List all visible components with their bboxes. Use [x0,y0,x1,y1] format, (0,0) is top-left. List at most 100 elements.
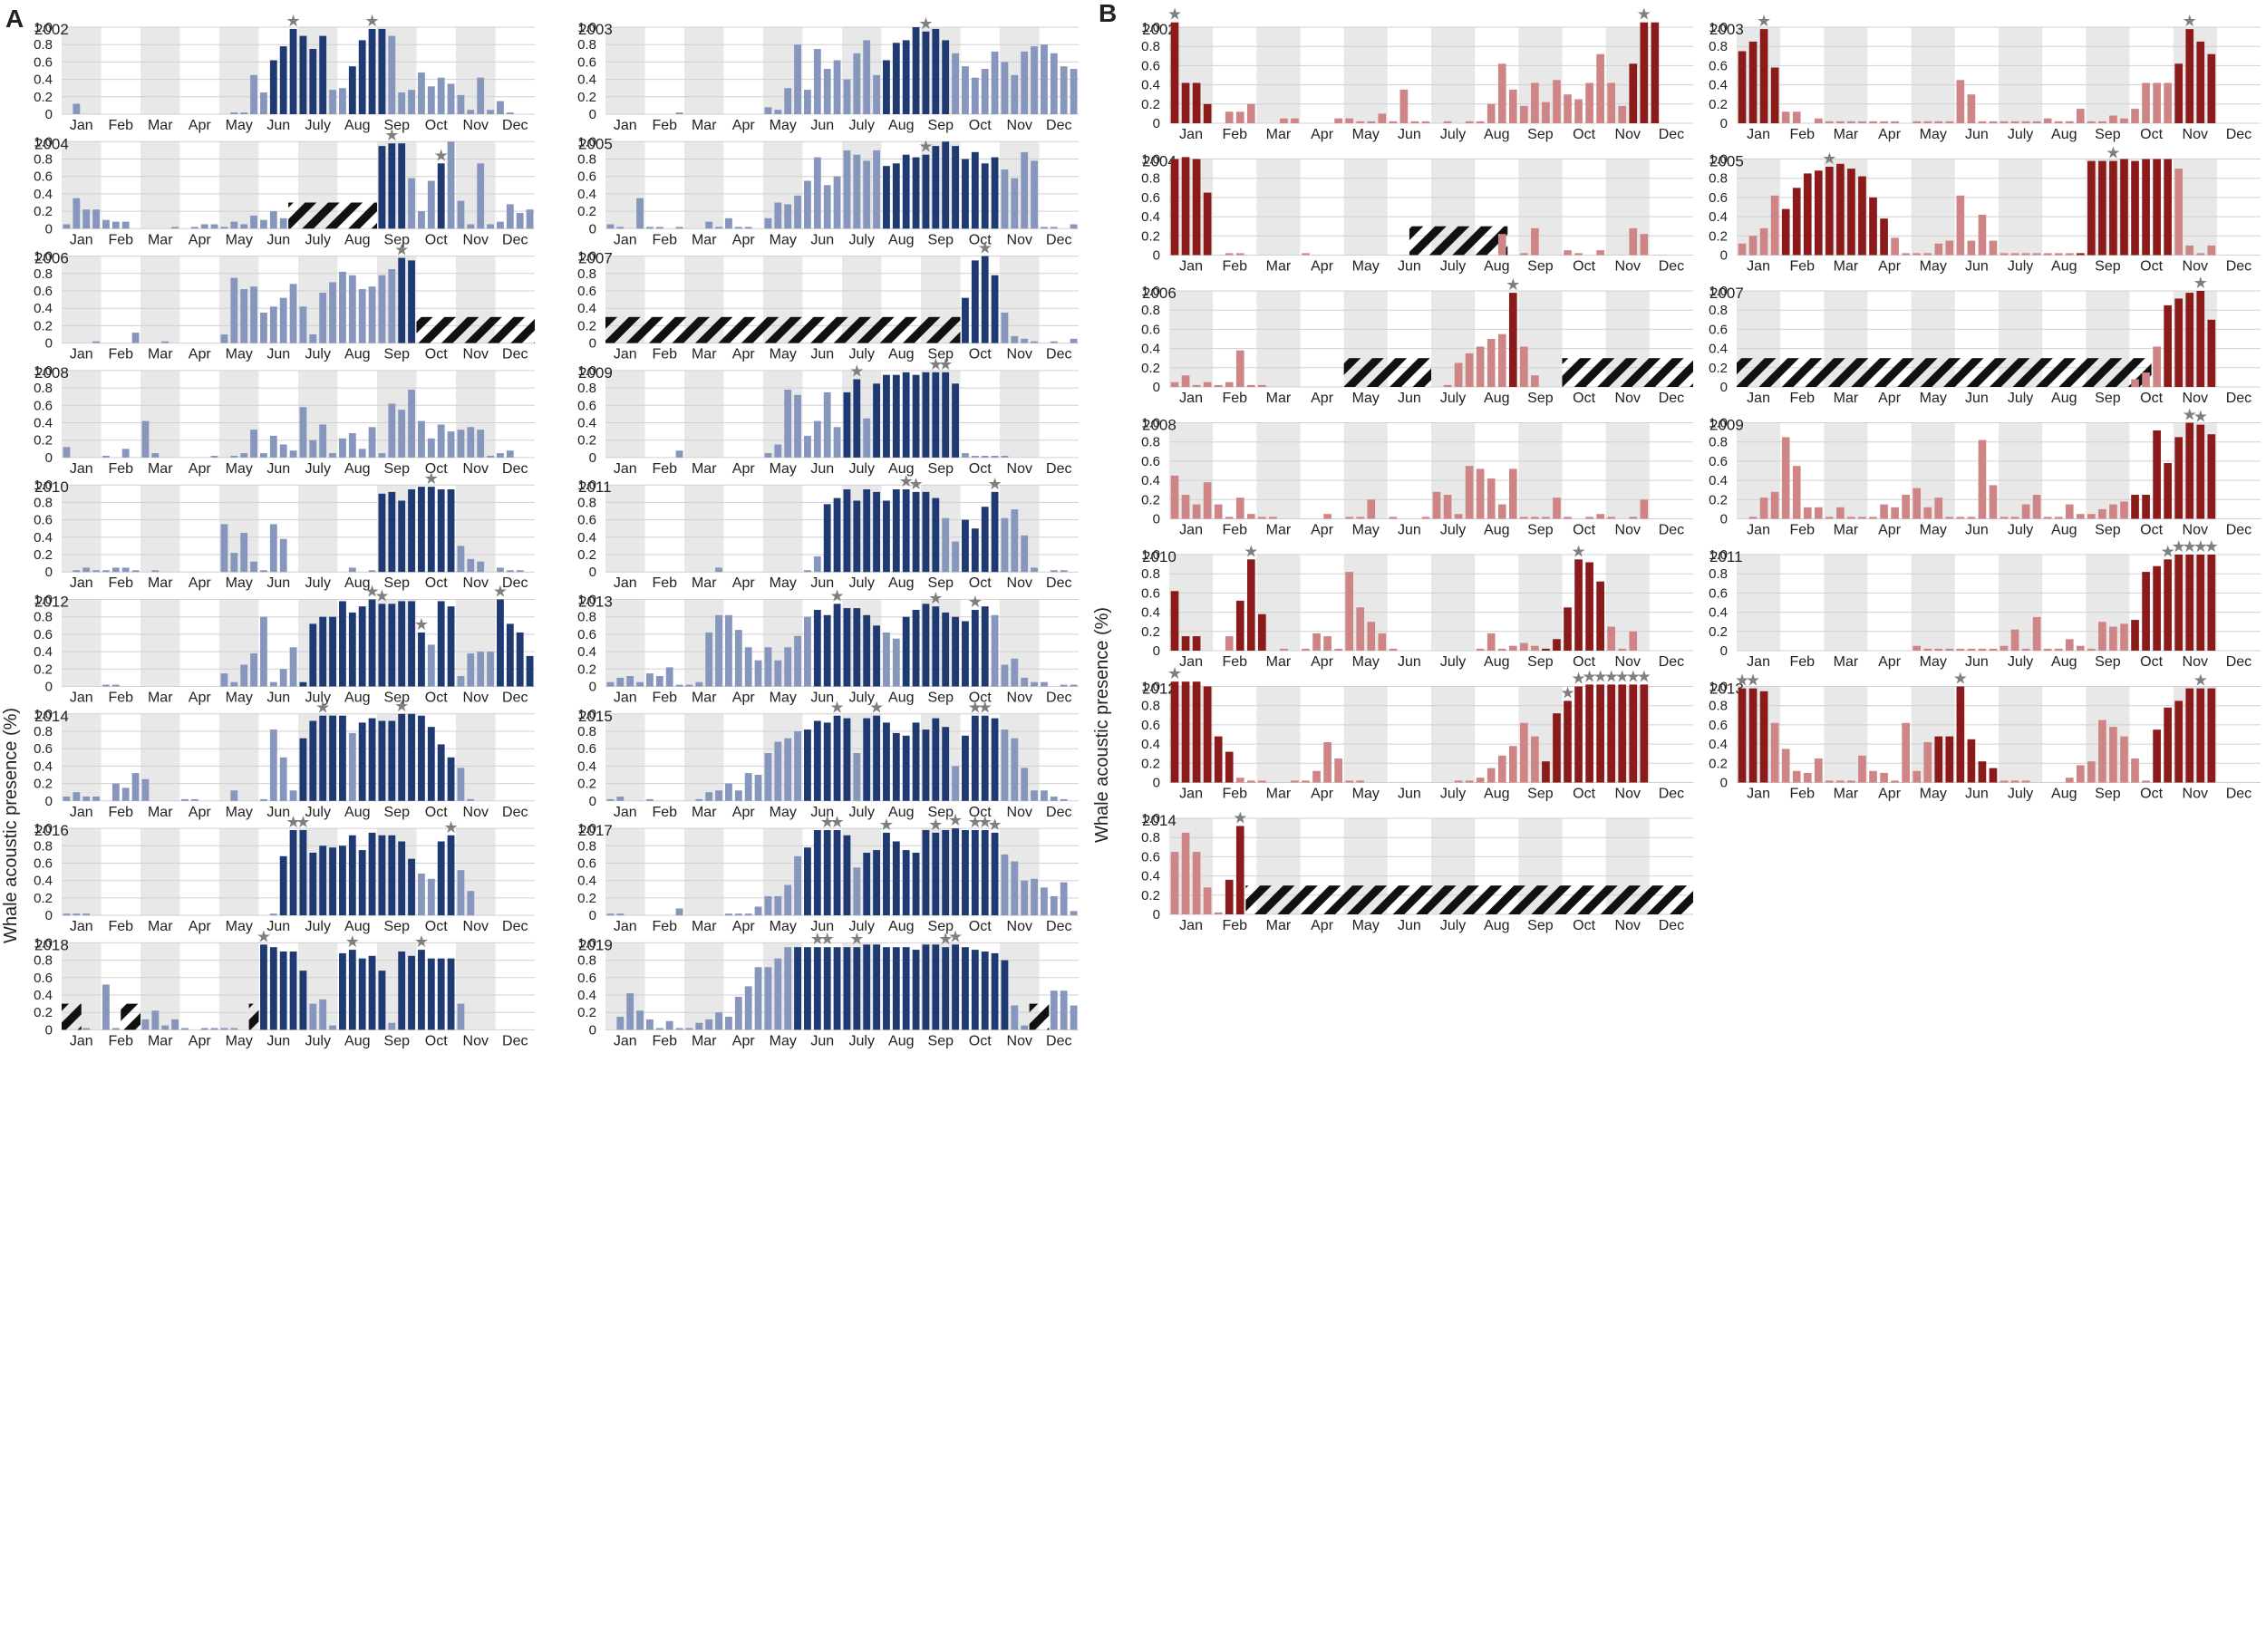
bar [1170,159,1179,256]
significance-star: ★ [1167,664,1182,682]
y-tick-label: 0.2 [1141,228,1160,244]
bar [774,202,782,229]
bar [2131,109,2139,123]
month-label: Nov [463,575,489,591]
bar [2032,616,2041,651]
month-label: Apr [732,347,756,362]
bar [1486,478,1496,519]
month-label: Jan [1179,391,1203,406]
month-label: Aug [2051,391,2077,406]
bar [457,675,465,687]
significance-star: ★ [928,589,943,607]
bar [1001,62,1009,114]
bar [863,718,871,801]
bar [2087,160,2096,256]
bar [279,46,287,115]
bar [981,606,989,687]
bar [299,971,307,1030]
bar [1432,491,1441,519]
month-shade [684,713,724,801]
significance-star: ★ [1637,667,1651,685]
bar [2174,555,2184,651]
month-label: July [2008,787,2033,802]
month-shade [605,828,645,916]
bar [863,614,871,687]
bar [764,217,772,229]
month-shade [62,27,102,114]
bar [447,835,455,916]
month-shade [763,485,803,573]
month-shade [1431,555,1476,651]
bar [646,798,654,801]
bar [794,394,801,458]
bar [398,841,406,916]
month-label: Jan [70,575,93,591]
month-label: Dec [1659,259,1684,275]
y-tick-label: 0.4 [1709,342,1728,357]
bar [804,180,811,229]
bar [2153,82,2161,123]
month-label: Oct [425,805,448,820]
y-tick-label: 0.4 [577,301,596,316]
bar [63,224,71,229]
bar [1041,227,1048,229]
y-tick-label: 0.8 [577,953,596,969]
bar [883,832,890,916]
bar [892,732,900,801]
bar [1792,770,1801,783]
y-tick-label: 0.6 [577,284,596,299]
month-label: Jan [1179,523,1203,538]
year-label: 2013 [1709,681,1744,698]
bar [1041,790,1048,801]
bar [2196,253,2205,256]
month-label: Feb [108,232,133,247]
month-label: Mar [1266,391,1292,406]
y-tick-label: 0.8 [1141,566,1160,582]
month-label: Aug [888,347,914,362]
y-tick-label: 1.0 [34,363,53,379]
bar [1574,253,1583,256]
y-tick-label: 1.0 [34,935,53,951]
y-tick-label: 0.4 [1709,78,1728,93]
month-label: Jun [810,232,834,247]
y-tick-label: 0.2 [577,662,596,677]
bar [873,715,880,801]
bar [646,1019,654,1030]
bar [1978,761,1987,783]
bar [161,341,169,343]
bar [1497,755,1506,783]
month-label: Jan [1747,523,1770,538]
month-label: Oct [969,232,992,247]
y-tick-label: 0.2 [1709,97,1728,112]
bar [1989,648,1998,651]
y-tick-label: 1.0 [1709,152,1728,168]
bar [2032,253,2041,256]
month-label: Jun [1965,259,1989,275]
month-label: Mar [692,805,717,820]
bar [368,599,376,687]
year-label: 2007 [1709,285,1744,302]
y-tick-label: 0.2 [577,433,596,449]
bar [250,215,257,229]
bar [73,792,81,801]
month-label: Dec [502,1033,528,1048]
bar [260,616,267,687]
month-label: Apr [1878,259,1902,275]
bar [190,227,199,229]
bar [398,257,406,343]
bar [388,835,396,916]
month-label: Dec [502,232,528,247]
month-label: May [770,118,797,133]
y-tick-label: 0.6 [34,284,53,299]
bar [1476,346,1485,387]
bar [675,908,683,916]
bar [823,504,831,573]
bar [813,610,821,687]
bar [873,491,880,573]
y-tick-label: 0.6 [34,54,53,70]
month-label: Apr [189,805,212,820]
bar [1192,159,1201,256]
bar [1258,517,1266,519]
